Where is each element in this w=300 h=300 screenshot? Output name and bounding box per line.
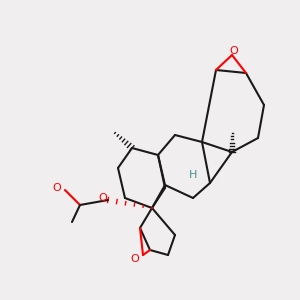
- Text: O: O: [230, 46, 238, 56]
- Text: O: O: [130, 254, 140, 264]
- Text: O: O: [99, 193, 107, 203]
- Text: O: O: [52, 183, 62, 193]
- Text: H: H: [189, 170, 197, 180]
